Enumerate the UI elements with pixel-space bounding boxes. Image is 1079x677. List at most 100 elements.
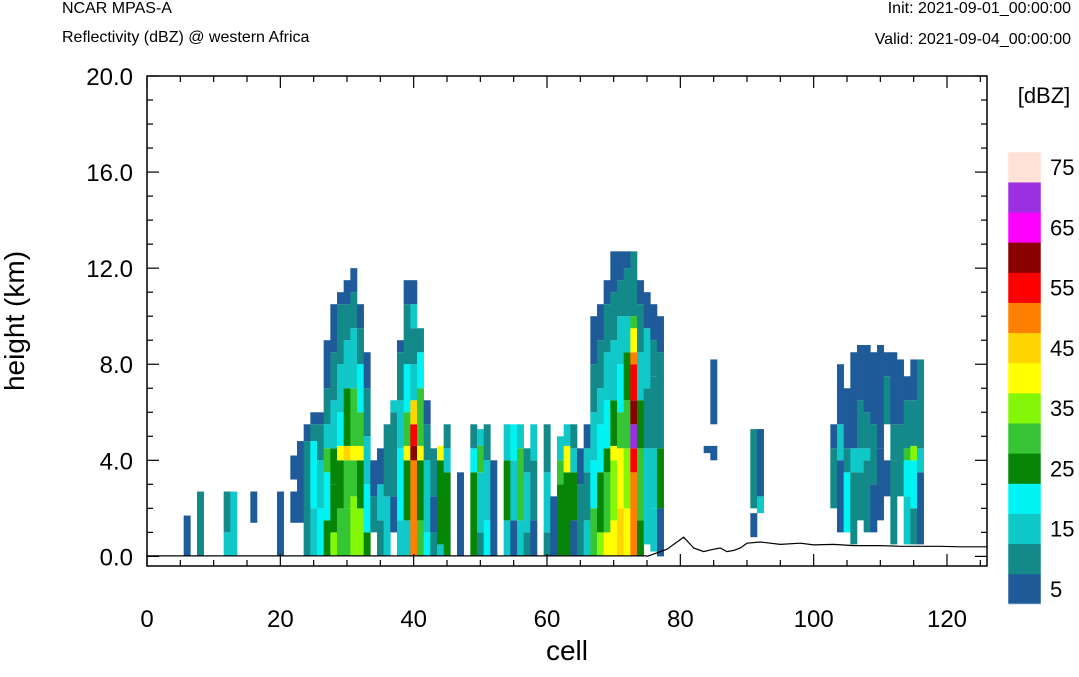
x-tick-label: 20 bbox=[267, 606, 294, 633]
y-tick-label: 8.0 bbox=[100, 352, 133, 379]
reflectivity-cell bbox=[503, 520, 511, 557]
reflectivity-cell bbox=[417, 460, 424, 521]
reflectivity-cell bbox=[623, 400, 631, 449]
reflectivity-cell bbox=[403, 304, 411, 365]
colorbar-swatch bbox=[1008, 272, 1041, 303]
reflectivity-cell bbox=[597, 424, 604, 473]
reflectivity-cell bbox=[477, 429, 484, 446]
reflectivity-cell bbox=[610, 445, 618, 461]
y-tick-label: 16.0 bbox=[86, 160, 133, 187]
reflectivity-cell bbox=[903, 376, 911, 401]
reflectivity-cell bbox=[223, 491, 231, 533]
reflectivity-cell bbox=[617, 280, 624, 317]
reflectivity-cell bbox=[757, 496, 764, 514]
reflectivity-cell bbox=[310, 424, 318, 442]
reflectivity-cell bbox=[603, 532, 611, 557]
reflectivity-cell bbox=[543, 532, 551, 557]
reflectivity-cell bbox=[337, 292, 344, 305]
reflectivity-cell bbox=[277, 491, 284, 557]
reflectivity-cell bbox=[477, 472, 484, 533]
reflectivity-cell bbox=[657, 508, 664, 557]
colorbar-swatch bbox=[1008, 362, 1041, 394]
reflectivity-cell bbox=[650, 448, 658, 509]
terrain-line bbox=[646, 536, 987, 557]
reflectivity-cell bbox=[657, 352, 664, 449]
reflectivity-cell bbox=[343, 280, 351, 305]
x-tick-label: 100 bbox=[794, 606, 834, 633]
reflectivity-cell bbox=[337, 364, 344, 413]
reflectivity-cell bbox=[363, 352, 371, 389]
reflectivity-cell bbox=[437, 460, 444, 545]
reflectivity-cell bbox=[857, 345, 864, 401]
colorbar-swatch bbox=[1008, 152, 1041, 183]
reflectivity-cell bbox=[637, 400, 644, 449]
reflectivity-cell bbox=[750, 513, 758, 538]
reflectivity-cell bbox=[310, 441, 318, 509]
reflectivity-cell bbox=[403, 445, 411, 461]
reflectivity-cell bbox=[470, 448, 478, 473]
reflectivity-cell bbox=[390, 496, 398, 533]
reflectivity-cell bbox=[323, 388, 331, 425]
reflectivity-cell bbox=[623, 268, 631, 317]
model-name: NCAR MPAS-A bbox=[62, 0, 172, 17]
reflectivity-cell bbox=[610, 400, 618, 446]
reflectivity-cell bbox=[410, 328, 418, 365]
reflectivity-cell bbox=[603, 280, 611, 305]
x-tick-label: 0 bbox=[140, 606, 153, 633]
reflectivity-cell bbox=[290, 455, 298, 480]
colorbar-label: 15 bbox=[1050, 517, 1074, 542]
reflectivity-cell bbox=[337, 445, 344, 461]
reflectivity-cell bbox=[597, 304, 604, 341]
reflectivity-cell bbox=[590, 364, 598, 413]
reflectivity-cell bbox=[857, 400, 864, 449]
reflectivity-cell bbox=[230, 491, 238, 557]
reflectivity-cell bbox=[390, 400, 398, 413]
colorbar-swatch bbox=[1008, 513, 1041, 545]
reflectivity-cell bbox=[630, 316, 638, 329]
reflectivity-cell bbox=[383, 496, 391, 557]
reflectivity-cell bbox=[610, 251, 618, 293]
reflectivity-cell bbox=[323, 520, 331, 557]
reflectivity-cell bbox=[857, 472, 864, 521]
reflectivity-cell bbox=[337, 460, 344, 509]
reflectivity-cell bbox=[377, 484, 384, 521]
reflectivity-cell bbox=[323, 340, 331, 389]
reflectivity-cell bbox=[363, 388, 371, 437]
reflectivity-cell bbox=[330, 352, 338, 401]
reflectivity-cell bbox=[917, 359, 924, 449]
reflectivity-cell bbox=[877, 345, 884, 449]
reflectivity-cell bbox=[623, 316, 631, 353]
reflectivity-cell bbox=[657, 448, 664, 509]
reflectivity-cell bbox=[377, 448, 384, 485]
reflectivity-cell bbox=[350, 388, 358, 446]
reflectivity-cell bbox=[630, 328, 638, 353]
reflectivity-cell bbox=[550, 496, 558, 557]
reflectivity-cell bbox=[410, 364, 418, 401]
colorbar-swatch bbox=[1008, 483, 1041, 514]
reflectivity-cell bbox=[530, 424, 538, 461]
reflectivity-cell bbox=[843, 472, 851, 533]
reflectivity-cell bbox=[617, 364, 624, 413]
colorbar: 5 15 25 35 45 55 65 75 bbox=[1007, 151, 1074, 605]
reflectivity-cell bbox=[357, 304, 364, 329]
valid-time: Valid: 2021-09-04_00:00:00 bbox=[874, 31, 1071, 48]
colorbar-swatch bbox=[1008, 453, 1041, 484]
reflectivity-cell bbox=[183, 515, 191, 557]
x-tick-label: 80 bbox=[667, 606, 694, 633]
reflectivity-cell bbox=[197, 491, 204, 557]
reflectivity-cell bbox=[403, 364, 411, 413]
reflectivity-cell bbox=[350, 292, 358, 329]
reflectivity-cell bbox=[377, 520, 384, 557]
reflectivity-cell bbox=[470, 424, 478, 449]
y-tick-label: 0.0 bbox=[100, 544, 133, 571]
reflectivity-cell bbox=[650, 376, 658, 449]
reflectivity-cell bbox=[330, 448, 338, 485]
reflectivity-cell bbox=[903, 496, 911, 545]
reflectivity-cell bbox=[330, 532, 338, 557]
reflectivity-cell bbox=[590, 412, 598, 461]
colorbar-swatch bbox=[1008, 212, 1041, 243]
reflectivity-cell bbox=[650, 304, 658, 341]
reflectivity-cell bbox=[357, 445, 364, 461]
colorbar-swatch bbox=[1008, 423, 1041, 454]
terrain-layer bbox=[147, 536, 987, 557]
